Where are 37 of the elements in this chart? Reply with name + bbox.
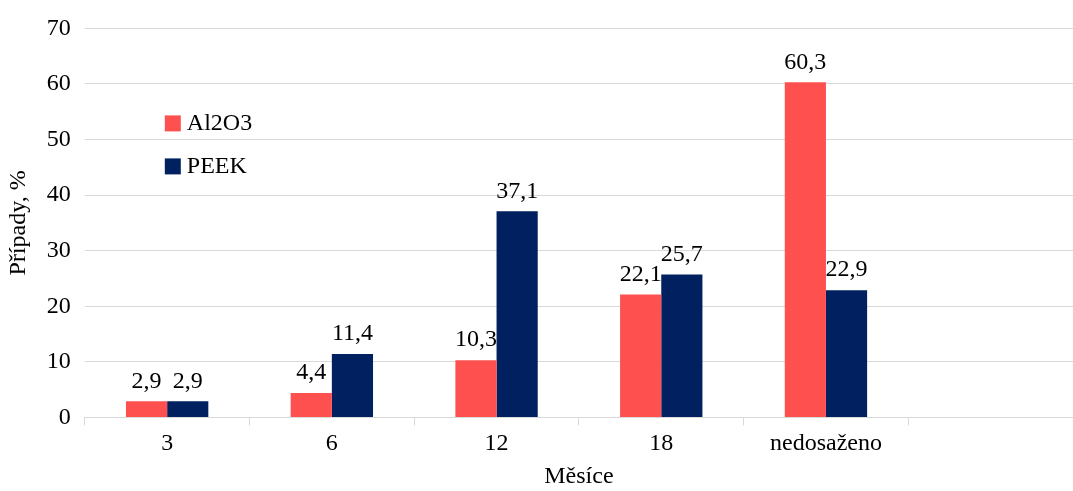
bar: [125, 401, 168, 417]
bar: [331, 354, 374, 417]
x-tick-label: 6: [325, 429, 338, 456]
y-tick-label: 40: [46, 180, 71, 207]
y-tick-label: 30: [46, 235, 71, 262]
x-tick-label: 3: [161, 429, 174, 456]
x-tick-label: 18: [649, 429, 674, 456]
data-label: 37,1: [496, 176, 539, 203]
data-label: 4,4: [296, 358, 327, 385]
y-axis-title: Případy, %: [3, 170, 30, 276]
x-tick-label: 12: [484, 429, 509, 456]
bar: [290, 392, 332, 417]
y-tick-label: 10: [46, 347, 71, 374]
data-label: 10,3: [454, 325, 497, 352]
data-label: 22,9: [825, 255, 868, 282]
data-label: 60,3: [784, 47, 827, 74]
bar: [455, 360, 497, 417]
bar: [825, 290, 868, 417]
bar: [496, 211, 538, 417]
legend-label: Al2O3: [186, 108, 253, 135]
bar: [620, 294, 662, 417]
data-label: 2,9: [131, 366, 162, 393]
y-tick-label: 50: [46, 124, 71, 151]
y-tick-label: 0: [58, 402, 71, 429]
data-label: 11,4: [331, 319, 373, 346]
data-label: 2,9: [172, 366, 203, 393]
y-tick-label: 70: [46, 13, 71, 40]
bar: [167, 401, 209, 417]
legend-label: PEEK: [186, 151, 248, 178]
data-label: 22,1: [619, 259, 662, 286]
bar: [661, 274, 703, 417]
data-label: 25,7: [660, 239, 703, 266]
x-axis-title: Měsíce: [544, 461, 614, 488]
y-tick-label: 60: [46, 69, 71, 96]
y-tick-label: 20: [46, 291, 71, 318]
x-tick-label: nedosaženo: [769, 429, 882, 456]
bar: [784, 82, 826, 417]
